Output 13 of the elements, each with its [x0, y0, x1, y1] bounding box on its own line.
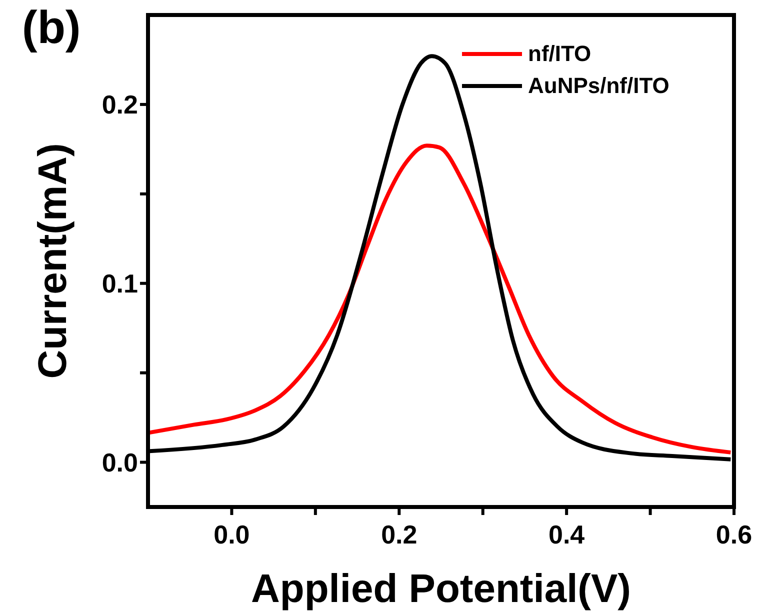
y-tick-label: 0.2	[102, 90, 138, 120]
x-tick-label: 0.4	[548, 519, 586, 550]
y-tick-label: 0.0	[102, 448, 138, 478]
x-axis-title: Applied Potential(V)	[251, 567, 631, 611]
text: (b)	[22, 0, 81, 54]
y-tick-label: 0.1	[102, 268, 138, 299]
x-tick-label: 0.2	[381, 519, 418, 550]
x-tick-label: 0.0	[214, 519, 250, 550]
x-tick-label: 0.6	[716, 519, 752, 550]
legend-label: nf/ITO	[528, 40, 592, 68]
y-axis-title: Current(mA)	[31, 143, 76, 379]
legend-label: AuNPs/nf/ITO	[528, 72, 670, 100]
line-series	[148, 144, 733, 454]
